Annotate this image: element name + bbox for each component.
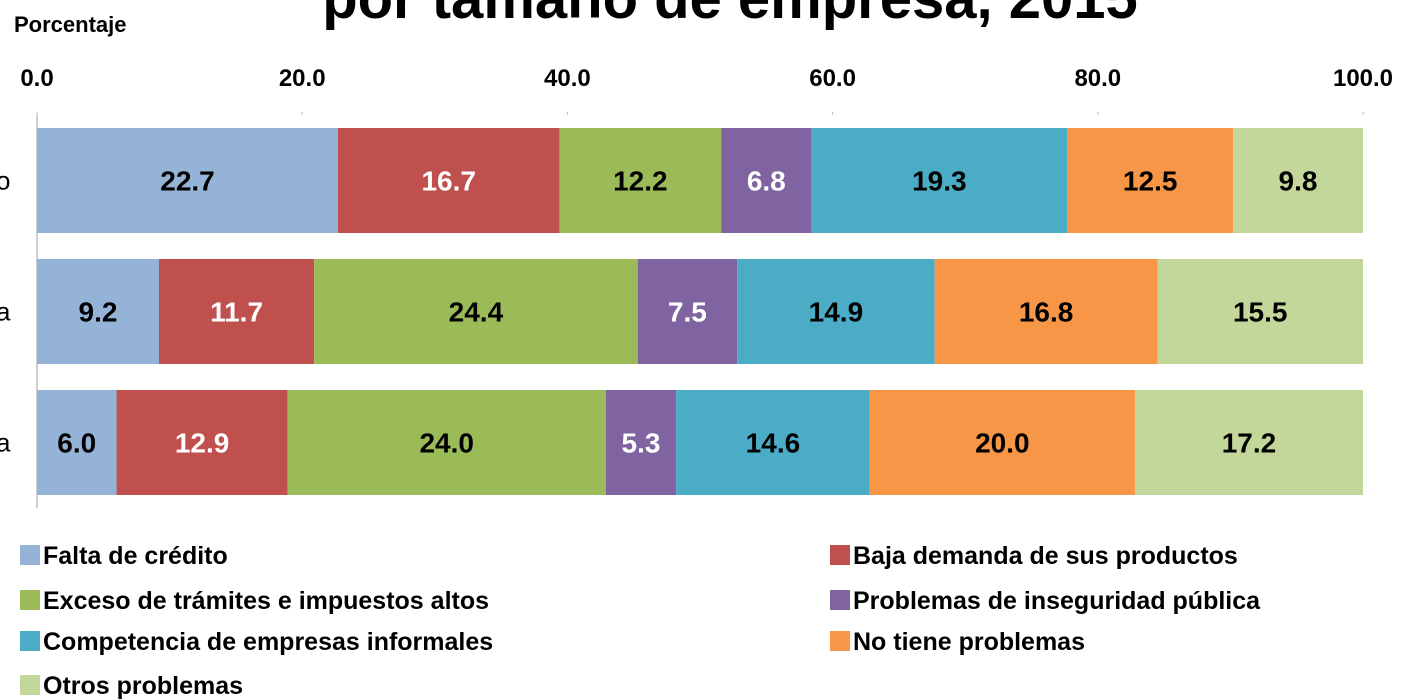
y-tick-label: a [0,297,11,327]
x-tick-label: 20.0 [279,65,326,92]
data-label: 11.7 [210,297,263,328]
legend-swatch [830,590,850,610]
bar-segment [605,390,677,495]
data-label: 7.5 [668,297,707,328]
bar-segment [676,390,870,495]
data-label: 24.0 [419,428,474,459]
bar-segment [1067,128,1234,233]
legend-label: Exceso de trámites e impuestos altos [43,587,489,615]
bar-segment [721,128,812,233]
x-tick-label: 60.0 [809,65,856,92]
bar-segment [637,259,738,364]
data-label: 14.6 [746,428,801,459]
legend-swatch [20,590,40,610]
axis-label: Porcentaje [14,12,127,37]
x-tick-label: 80.0 [1074,65,1121,92]
legend-label: Falta de crédito [43,542,228,570]
x-tick-label: 40.0 [544,65,591,92]
y-tick-label: a [0,428,11,458]
bar-segment [1134,390,1363,495]
data-label: 12.2 [613,166,668,197]
x-tick-label: 0.0 [20,65,53,92]
bar-segment [559,128,722,233]
data-label: 12.9 [175,428,230,459]
chart-title: por tamaño de empresa, 2015 [322,0,1138,31]
data-label: 20.0 [975,428,1030,459]
data-label: 6.0 [57,428,96,459]
bar-segment [934,259,1158,364]
bar-segment [737,259,935,364]
legend-label: No tiene problemas [853,628,1085,656]
legend-swatch [830,545,850,565]
x-tick-label: 100.0 [1333,65,1393,92]
data-label: 19.3 [912,166,967,197]
data-label: 24.4 [449,297,504,328]
legend-label: Competencia de empresas informales [43,628,493,656]
legend-swatch [20,545,40,565]
data-label: 9.8 [1279,166,1318,197]
y-tick-label: o [0,166,10,196]
data-label: 16.8 [1019,297,1074,328]
legend-swatch [20,631,40,651]
bar-segment [869,390,1135,495]
bar-segment [116,390,288,495]
data-label: 12.5 [1123,166,1178,197]
data-label: 14.9 [809,297,864,328]
data-label: 6.8 [747,166,786,197]
legend-label: Otros problemas [43,672,243,700]
bar-segment [287,390,606,495]
legend-swatch [830,631,850,651]
bar-segment [37,128,339,233]
legend-swatch [20,675,40,695]
legend-label: Problemas de inseguridad pública [853,587,1261,615]
bar-segment [158,259,315,364]
legend-label: Baja demanda de sus productos [853,542,1238,570]
data-label: 22.7 [160,166,215,197]
data-label: 9.2 [79,297,118,328]
data-label: 15.5 [1233,297,1288,328]
bar-segment [37,390,117,495]
bar-segment [314,259,638,364]
data-label: 17.2 [1222,428,1277,459]
bar-segment [37,259,159,364]
data-label: 5.3 [622,428,661,459]
bar-segment [1233,128,1363,233]
bar-segment [1157,259,1363,364]
data-label: 16.7 [421,166,476,197]
bar-segment [338,128,560,233]
bar-segment [811,128,1068,233]
